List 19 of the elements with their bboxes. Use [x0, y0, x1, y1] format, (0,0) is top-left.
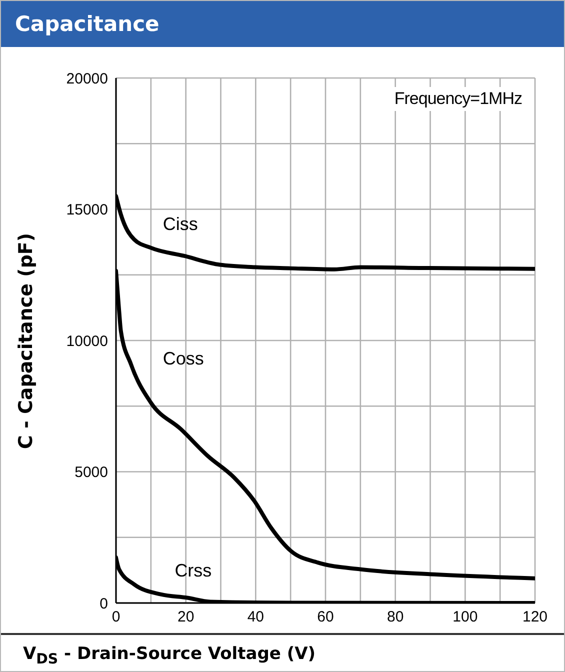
y-tick-label: 10000 — [66, 332, 108, 350]
series-label: Coss — [162, 348, 204, 369]
series-label: Ciss — [162, 214, 198, 234]
series-label: Crss — [174, 560, 212, 580]
y-tick-label: 15000 — [66, 202, 108, 219]
x-tick-label: 60 — [317, 608, 334, 626]
x-axis-title: V$_{DS}$ - Drain-Source Voltage (V) — [1, 633, 565, 672]
x-tick-label: 20 — [177, 608, 194, 626]
x-tick-label: 80 — [386, 608, 404, 626]
chart-title: Capacitance — [1, 1, 565, 47]
x-tick-label: 100 — [452, 608, 478, 626]
y-tick-label: 20000 — [66, 70, 108, 88]
x-tick-label: 40 — [247, 608, 264, 626]
y-axis-title: C - Capacitance (pF) — [15, 232, 38, 449]
x-tick-label: 0 — [112, 608, 120, 626]
x-tick-label: 120 — [522, 608, 548, 626]
y-tick-label: 0 — [100, 595, 108, 612]
annotation: Frequency=1MHz — [390, 87, 526, 111]
y-tick-label: 5000 — [74, 464, 108, 482]
